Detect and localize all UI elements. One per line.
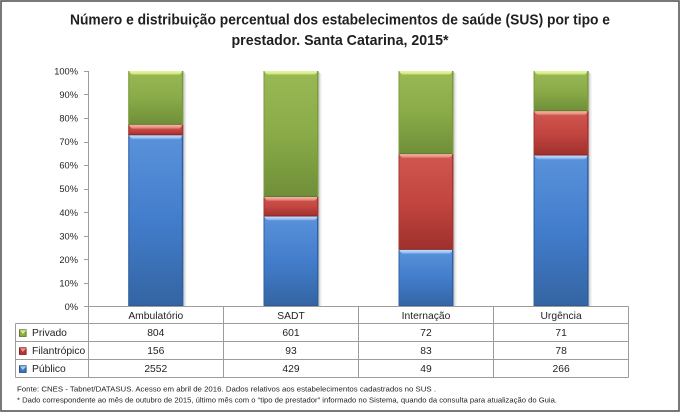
svg-text:Número e distribuição percentu: Número e distribuição percentual dos est… [70, 12, 610, 29]
svg-text:78: 78 [555, 346, 567, 357]
svg-text:0%: 0% [65, 302, 78, 312]
svg-text:429: 429 [282, 364, 299, 375]
svg-text:prestador. Santa Catarina, 201: prestador. Santa Catarina, 2015* [232, 32, 449, 49]
svg-text:49: 49 [420, 364, 432, 375]
svg-text:72: 72 [420, 328, 432, 339]
svg-text:2552: 2552 [144, 364, 167, 375]
svg-text:40%: 40% [59, 208, 78, 218]
svg-text:* Dado correspondente ao mês d: * Dado correspondente ao mês de outubro … [17, 395, 557, 404]
svg-text:Público: Público [32, 364, 66, 375]
svg-text:804: 804 [147, 328, 164, 339]
svg-text:50%: 50% [59, 184, 78, 194]
svg-text:266: 266 [553, 364, 570, 375]
svg-text:71: 71 [555, 328, 567, 339]
svg-text:156: 156 [147, 346, 164, 357]
svg-text:30%: 30% [59, 231, 78, 241]
svg-text:601: 601 [282, 328, 299, 339]
svg-text:Filantrópico: Filantrópico [32, 346, 85, 357]
svg-text:10%: 10% [59, 278, 78, 288]
svg-text:60%: 60% [59, 161, 78, 171]
svg-text:Internação: Internação [402, 311, 451, 322]
svg-text:Urgência: Urgência [540, 311, 581, 322]
svg-text:Privado: Privado [32, 328, 67, 339]
svg-text:20%: 20% [59, 255, 78, 265]
svg-text:70%: 70% [59, 137, 78, 147]
svg-text:SADT: SADT [277, 311, 305, 322]
svg-text:93: 93 [285, 346, 297, 357]
svg-text:Fonte: CNES - Tabnet/DATASUS.: Fonte: CNES - Tabnet/DATASUS. Acesso em … [17, 384, 436, 393]
svg-text:80%: 80% [59, 114, 78, 124]
svg-text:83: 83 [420, 346, 432, 357]
svg-text:Ambulatório: Ambulatório [128, 311, 183, 322]
svg-text:100%: 100% [54, 67, 78, 77]
svg-text:90%: 90% [59, 90, 78, 100]
